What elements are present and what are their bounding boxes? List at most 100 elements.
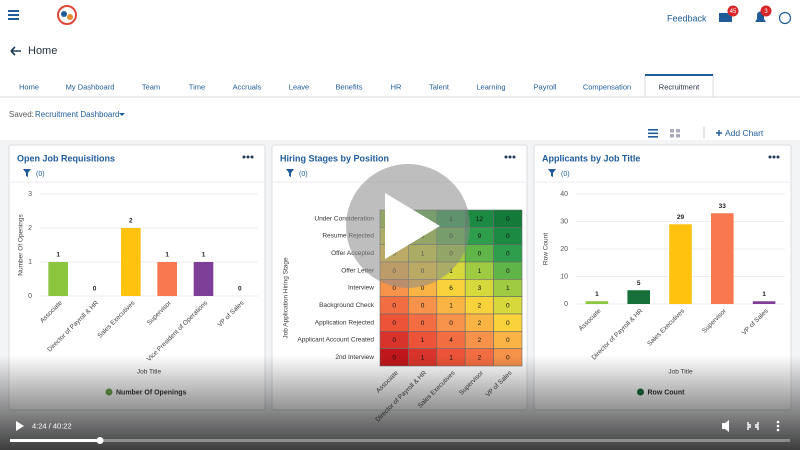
logo-dot (67, 14, 73, 20)
bar[interactable] (627, 290, 650, 304)
filter-count[interactable]: (0) (36, 171, 45, 178)
cell-label: 0 (506, 216, 510, 223)
saved-view[interactable]: Recruitment Dashboard (35, 110, 119, 119)
more-button[interactable] (776, 420, 780, 432)
tab[interactable]: Benefits (335, 82, 362, 91)
row-label: Under Consideration (314, 215, 374, 222)
tab[interactable]: My Dashboard (66, 82, 115, 91)
bar[interactable] (157, 262, 177, 296)
data-label: 1 (762, 291, 766, 298)
icon-cell (670, 134, 674, 138)
filter-icon[interactable] (286, 169, 294, 177)
tab[interactable]: Talent (429, 82, 450, 91)
cell-label: 2 (478, 303, 482, 310)
y-tick-label: 30 (560, 218, 568, 225)
icon-cell (676, 129, 680, 133)
cell-label: 1 (449, 303, 453, 310)
progress-thumb[interactable] (96, 437, 104, 444)
cell-label: 1 (506, 285, 510, 292)
tab[interactable]: Compensation (583, 82, 631, 91)
panel-menu-dot[interactable] (772, 155, 776, 159)
y-axis-label: Row Count (543, 233, 550, 265)
bar[interactable] (193, 262, 214, 296)
grid-view-icon[interactable] (670, 129, 680, 138)
filter-count[interactable]: (0) (561, 171, 570, 178)
filter-icon[interactable] (23, 169, 31, 177)
cell-label: 3 (478, 285, 482, 292)
cell-label: 0 (421, 320, 425, 327)
progress-track[interactable] (10, 439, 790, 442)
logo-dot (61, 11, 67, 17)
bar[interactable] (585, 301, 609, 304)
feedback-link[interactable]: Feedback (667, 13, 707, 23)
cell-label: 1 (449, 268, 453, 275)
filter-icon[interactable] (548, 169, 556, 177)
icon-cell (676, 134, 680, 138)
bar[interactable] (752, 301, 776, 304)
list-view-icon[interactable] (648, 129, 658, 138)
icon-line (648, 129, 658, 131)
bar[interactable] (48, 262, 68, 296)
bar[interactable] (669, 224, 692, 304)
row-label: Applicant Account Created (297, 337, 374, 344)
top-area (0, 0, 800, 140)
cell-label: 0 (421, 285, 425, 292)
cell-label: 4 (449, 337, 453, 344)
icon-line (648, 136, 658, 138)
add-icon[interactable] (716, 130, 722, 136)
panel-menu-dot[interactable] (768, 155, 772, 159)
video-shade (0, 355, 800, 450)
panel-menu-dot[interactable] (512, 155, 516, 159)
panel-menu-dot[interactable] (242, 155, 246, 159)
progress-played (10, 439, 100, 442)
tab[interactable]: Payroll (534, 82, 557, 91)
tab[interactable]: Leave (289, 82, 309, 91)
row-label: Interview (348, 285, 374, 292)
play-button[interactable] (16, 421, 24, 431)
chart-title: Applicants by Job Title (542, 153, 640, 163)
add-chart-button[interactable]: Add Chart (725, 128, 764, 138)
tab[interactable]: Accruals (233, 82, 262, 91)
help-icon[interactable] (778, 11, 792, 25)
filter-count[interactable]: (0) (299, 171, 308, 178)
logo[interactable] (57, 5, 77, 25)
y-tick-label: 40 (560, 191, 568, 198)
tab[interactable]: Home (19, 82, 39, 91)
cell-label: 0 (421, 303, 425, 310)
fullscreen-button[interactable] (747, 422, 759, 430)
volume-button[interactable] (722, 420, 729, 432)
menu-bar (8, 14, 19, 16)
menu-icon[interactable] (8, 10, 19, 20)
y-tick-label: 0 (564, 301, 568, 308)
saved-caret[interactable] (119, 113, 125, 116)
y-axis-label: Job Application Hiring Stage (283, 257, 290, 339)
data-label: 1 (202, 252, 206, 259)
panel-menu-dot[interactable] (508, 155, 512, 159)
panel-menu-dot[interactable] (776, 155, 780, 159)
cell-label: 0 (392, 320, 396, 327)
mail-icon[interactable] (719, 13, 732, 22)
data-label: 1 (595, 291, 599, 298)
cell-label: 2 (478, 320, 482, 327)
panel-menu-dot[interactable] (504, 155, 508, 159)
panel-menu-dot[interactable] (246, 155, 250, 159)
row-label: Background Check (319, 302, 375, 309)
data-label: 1 (56, 252, 60, 259)
tab[interactable]: Time (189, 82, 205, 91)
cell-label: 0 (392, 303, 396, 310)
tab[interactable]: Team (142, 82, 160, 91)
bar[interactable] (711, 213, 734, 304)
back-arrow[interactable] (10, 46, 21, 56)
mail-badge-count: 45 (730, 9, 737, 15)
y-tick-label: 10 (560, 273, 568, 280)
tab[interactable]: Learning (476, 82, 505, 91)
dot (776, 424, 780, 428)
bar[interactable] (121, 228, 141, 296)
data-label: 33 (719, 203, 727, 210)
tab[interactable]: HR (391, 82, 402, 91)
dot (776, 428, 780, 432)
menu-bar (8, 18, 19, 20)
panel-menu-dot[interactable] (250, 155, 254, 159)
tab[interactable]: Recruitment (659, 82, 700, 91)
